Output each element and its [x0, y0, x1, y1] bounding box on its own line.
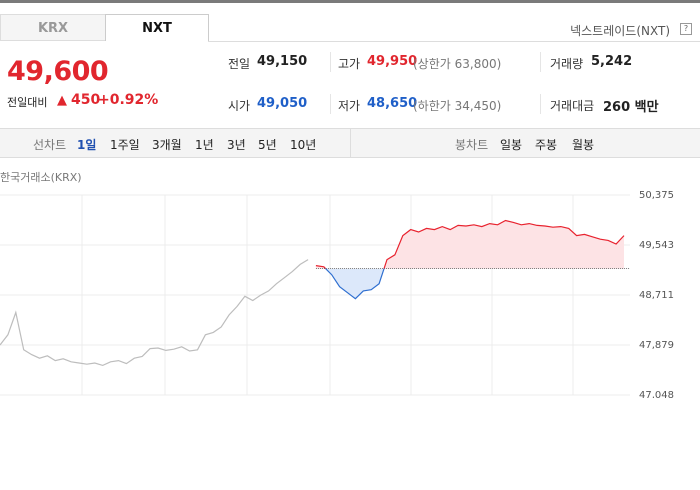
price-line-down	[324, 268, 385, 300]
period-button[interactable]: 10년	[290, 138, 317, 152]
stat-label: 거래대금	[550, 99, 595, 113]
tab-active[interactable]: NXT	[105, 14, 209, 41]
stat-note: (상한가 63,800)	[413, 57, 502, 71]
price-line-up	[315, 219, 625, 269]
period-button[interactable]: 3개월	[152, 138, 182, 152]
stat-label: 고가	[338, 57, 361, 71]
line-chart-label[interactable]: 선차트	[33, 138, 67, 152]
separator	[540, 94, 541, 114]
tab[interactable]: KRX	[0, 14, 105, 41]
price-line	[0, 259, 309, 367]
change-percent: +0.92%	[98, 92, 159, 108]
help-icon[interactable]: ?	[680, 23, 692, 35]
separator	[330, 94, 331, 114]
period-button[interactable]: 1주일	[110, 138, 140, 152]
candle-button[interactable]: 월봉	[572, 138, 595, 152]
current-price: 49,600	[7, 56, 109, 87]
y-tick-label: 48,711	[639, 290, 674, 301]
period-button[interactable]: 5년	[258, 138, 277, 152]
top-border	[0, 0, 700, 3]
stat-value: 48,650	[367, 96, 418, 111]
stat-value: 49,050	[257, 96, 308, 111]
period-button[interactable]: 1일	[77, 138, 97, 152]
chart-source: 한국거래소(KRX)	[0, 171, 82, 184]
y-tick-label: 47,879	[639, 340, 674, 351]
y-tick-label: 49,543	[639, 240, 674, 251]
change-amount: 450	[71, 92, 101, 108]
period-button[interactable]: 3년	[227, 138, 246, 152]
price-chart: 50,375 49,543 48,711 47,879 47,048	[0, 190, 674, 398]
candle-button[interactable]: 일봉	[500, 138, 523, 152]
y-tick-label: 50,375	[639, 190, 674, 201]
separator	[350, 129, 351, 157]
separator	[330, 52, 331, 72]
stat-label: 저가	[338, 99, 361, 113]
stat-label: 전일	[228, 57, 251, 71]
stat-value: 49,150	[257, 54, 308, 69]
area-fill	[315, 268, 624, 299]
y-tick-label: 47,048	[639, 390, 674, 398]
tab-divider	[208, 41, 700, 42]
stat-value: 5,242	[591, 54, 633, 69]
separator	[540, 52, 541, 72]
stat-label: 시가	[228, 99, 251, 113]
change-label: 전일대비	[7, 96, 48, 109]
stat-label: 거래량	[550, 57, 584, 71]
change-arrow: ▲	[57, 93, 67, 108]
stat-value: 49,950	[367, 54, 418, 69]
stat-value: 260 백만	[603, 100, 659, 115]
period-button[interactable]: 1년	[195, 138, 214, 152]
stat-note: (하한가 34,450)	[413, 99, 502, 113]
candle-chart-label[interactable]: 봉차트	[455, 138, 489, 152]
candle-button[interactable]: 주봉	[535, 138, 558, 152]
market-label: 넥스트레이드(NXT)	[570, 24, 670, 38]
